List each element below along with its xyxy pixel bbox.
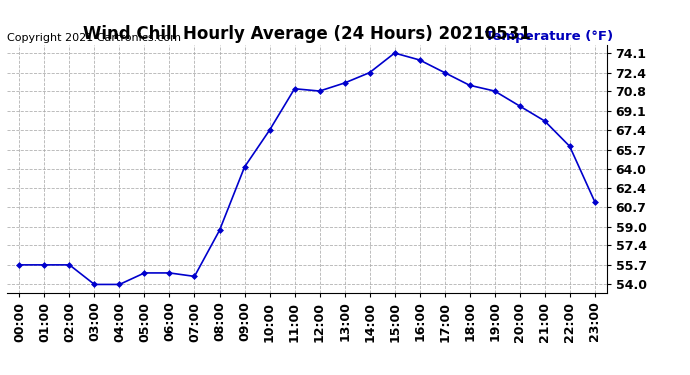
Text: Temperature (°F): Temperature (°F) [485, 30, 613, 42]
Text: Copyright 2021 Cartronics.com: Copyright 2021 Cartronics.com [7, 33, 181, 42]
Title: Wind Chill Hourly Average (24 Hours) 20210531: Wind Chill Hourly Average (24 Hours) 202… [83, 26, 531, 44]
